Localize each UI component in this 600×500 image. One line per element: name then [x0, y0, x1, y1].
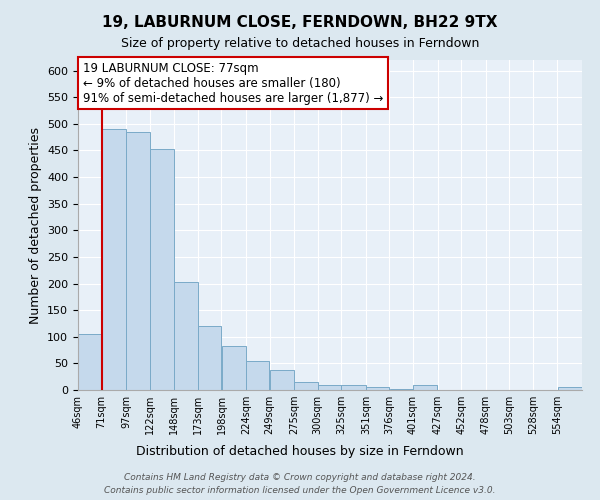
- Text: Size of property relative to detached houses in Ferndown: Size of property relative to detached ho…: [121, 38, 479, 51]
- Y-axis label: Number of detached properties: Number of detached properties: [29, 126, 41, 324]
- Bar: [102, 129, 126, 390]
- Bar: [198, 326, 221, 390]
- Bar: [557, 388, 582, 390]
- Text: Distribution of detached houses by size in Ferndown: Distribution of detached houses by size …: [136, 444, 464, 458]
- Text: Contains public sector information licensed under the Open Government Licence v3: Contains public sector information licen…: [104, 486, 496, 495]
- Bar: [294, 382, 317, 390]
- Bar: [221, 346, 246, 390]
- Bar: [246, 360, 269, 390]
- Bar: [389, 389, 413, 390]
- Bar: [175, 282, 198, 390]
- Bar: [78, 334, 101, 390]
- Bar: [126, 132, 149, 390]
- Text: 19, LABURNUM CLOSE, FERNDOWN, BH22 9TX: 19, LABURNUM CLOSE, FERNDOWN, BH22 9TX: [102, 15, 498, 30]
- Bar: [366, 388, 389, 390]
- Bar: [270, 370, 294, 390]
- Text: Contains HM Land Registry data © Crown copyright and database right 2024.: Contains HM Land Registry data © Crown c…: [124, 474, 476, 482]
- Bar: [341, 384, 366, 390]
- Bar: [150, 149, 174, 390]
- Text: 19 LABURNUM CLOSE: 77sqm
← 9% of detached houses are smaller (180)
91% of semi-d: 19 LABURNUM CLOSE: 77sqm ← 9% of detache…: [83, 62, 383, 104]
- Bar: [413, 384, 437, 390]
- Bar: [318, 385, 341, 390]
